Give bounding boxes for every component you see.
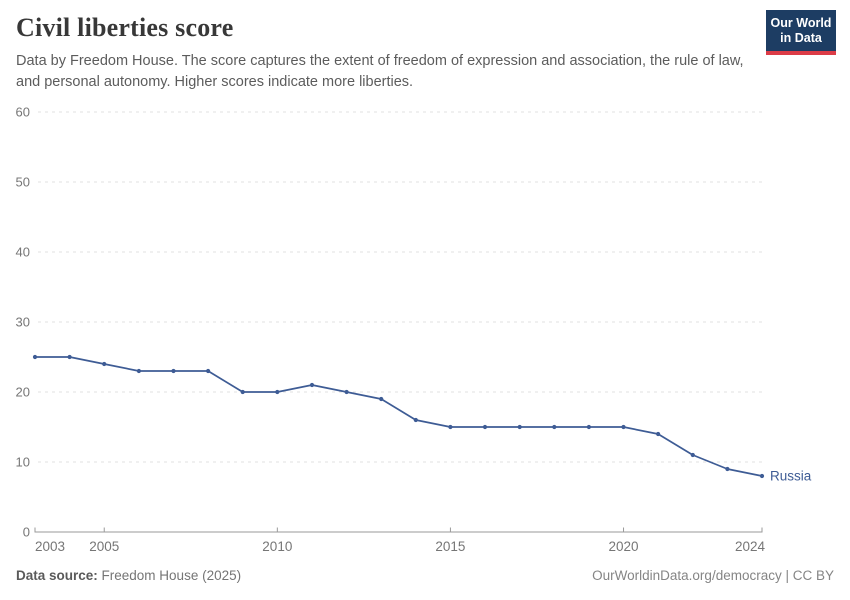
data-source-value: Freedom House (2025) (97, 568, 242, 583)
data-point-2015 (448, 424, 453, 430)
owid-logo[interactable]: Our World in Data (766, 10, 836, 55)
data-point-2021 (656, 431, 661, 437)
data-point-2018 (552, 424, 557, 430)
data-point-2016 (482, 424, 488, 430)
x-tick-label-2020: 2020 (609, 539, 639, 554)
data-point-2005 (102, 361, 107, 367)
owid-url-link[interactable]: OurWorldinData.org/democracy (592, 568, 782, 583)
data-point-2014 (413, 417, 418, 423)
series-line-russia (35, 356, 763, 477)
x-tick-label-2015: 2015 (435, 539, 465, 554)
x-tick-label-2003: 2003 (35, 539, 65, 554)
owid-logo-line2: in Data (780, 30, 822, 45)
data-point-2009 (240, 389, 245, 395)
page-title: Civil liberties score (16, 13, 234, 42)
data-point-2013 (379, 396, 384, 402)
data-point-2003 (32, 354, 38, 360)
y-tick-label-10: 10 (16, 455, 30, 470)
data-point-2024 (759, 473, 765, 479)
data-point-2019 (586, 424, 592, 430)
entity-label-russia: Russia (770, 469, 812, 484)
footer-credits: OurWorldinData.org/democracy | CC BY (592, 568, 834, 583)
y-tick-label-50: 50 (16, 175, 30, 190)
y-tick-label-0: 0 (23, 525, 30, 540)
owid-logo-line1: Our World (770, 16, 832, 30)
data-source-note: Data source: Freedom House (2025) (16, 568, 241, 583)
data-point-2023 (725, 466, 730, 472)
data-point-2011 (309, 382, 315, 388)
license-label: CC BY (792, 568, 834, 583)
credit-separator: | (781, 568, 793, 583)
data-point-2022 (690, 452, 695, 458)
data-point-2008 (206, 368, 211, 374)
data-point-2004 (67, 354, 72, 360)
data-point-2012 (344, 389, 349, 395)
y-tick-label-30: 30 (16, 315, 30, 330)
y-tick-label-60: 60 (16, 105, 30, 120)
y-tick-label-40: 40 (16, 245, 30, 260)
x-tick-label-2024: 2024 (735, 539, 766, 554)
x-tick-label-2005: 2005 (89, 539, 119, 554)
data-point-2020 (621, 424, 626, 430)
data-source-label: Data source: (16, 568, 98, 583)
data-point-2017 (517, 424, 522, 430)
chart-footer: Data source: Freedom House (2025) OurWor… (16, 568, 834, 583)
x-tick-label-2010: 2010 (262, 539, 292, 554)
y-tick-label-20: 20 (16, 385, 30, 400)
data-point-2006 (136, 368, 141, 374)
data-point-2007 (171, 368, 176, 374)
data-point-2010 (275, 389, 280, 395)
chart-subtitle: Data by Freedom House. The score capture… (16, 53, 744, 91)
